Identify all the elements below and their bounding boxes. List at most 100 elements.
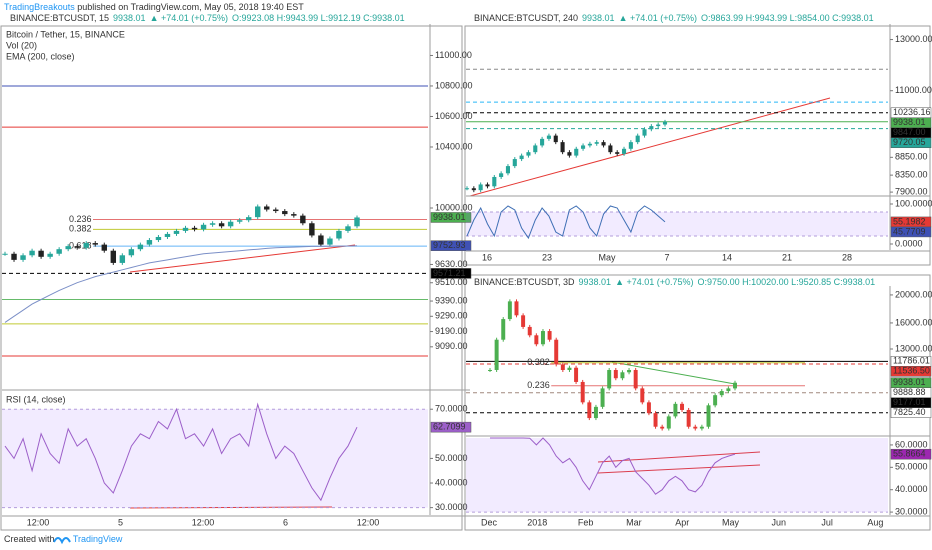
header-change: ▲ +74.01 (+0.75%) (619, 13, 697, 23)
trendline (597, 464, 761, 474)
candle (540, 138, 545, 146)
candle (673, 403, 678, 417)
x-tick-label: Feb (578, 517, 594, 527)
author[interactable]: TradingBreakouts (4, 2, 75, 12)
candle (699, 426, 704, 429)
candle (635, 135, 640, 143)
y-tick-label: 11000.00 (435, 50, 472, 60)
price-label: 9938.01 (433, 212, 466, 222)
indicator-line (490, 437, 736, 495)
y-tick-label: 9090.00 (435, 341, 468, 351)
candle (527, 326, 532, 336)
x-tick-label: 12:00 (27, 517, 50, 527)
header-symbol: BINANCE:BTCUSDT, 15 (10, 13, 109, 23)
candle (615, 152, 620, 154)
candle (608, 145, 613, 153)
candle (255, 206, 261, 218)
candle (336, 230, 342, 239)
candle (485, 184, 490, 187)
y-tick-label: 8350.00 (895, 170, 928, 180)
candle (488, 369, 492, 371)
candle (318, 235, 324, 245)
x-tick-label: 12:00 (357, 517, 380, 527)
candle (680, 403, 685, 410)
x-tick-label: Mar (626, 517, 642, 527)
panel-header: BINANCE:BTCUSDT, 15 9938.01 ▲ +74.01 (+0.7… (10, 13, 405, 23)
price-label: 9720.05 (893, 137, 926, 147)
candle (2, 253, 8, 255)
price-label-bg (430, 212, 472, 223)
candle (733, 382, 737, 389)
y-tick-label: 100.0000 (895, 198, 932, 208)
candle (593, 406, 598, 419)
candle (245, 217, 252, 221)
candle (155, 236, 162, 241)
candle (640, 388, 645, 403)
candle (534, 335, 539, 345)
candle (713, 395, 718, 406)
candle (74, 246, 80, 248)
x-tick-label: May (598, 252, 616, 262)
brand[interactable]: TradingView (73, 534, 123, 544)
price-label: 9847.00 (893, 127, 926, 137)
candle (146, 240, 153, 245)
header-last: 9938.01 (113, 13, 146, 23)
candle (567, 152, 572, 156)
price-label-bg (430, 240, 472, 251)
y-tick-label: 9290.00 (435, 311, 468, 321)
y-tick-label: 40.0000 (435, 477, 468, 487)
price-label: 45.7709 (893, 226, 926, 236)
candle (264, 206, 270, 210)
y-tick-label: 70.0000 (435, 404, 468, 414)
candle (218, 223, 225, 227)
candle (600, 388, 605, 407)
header-ohlc: O:9750.00 H:10020.00 L:9520.85 C:9938.01 (698, 277, 876, 287)
candle (137, 244, 144, 250)
candle (546, 135, 551, 139)
trendline (129, 244, 356, 273)
x-tick-label: May (722, 517, 740, 527)
candle (499, 173, 504, 177)
candle (574, 367, 579, 382)
indicator-band (2, 409, 428, 508)
candle (620, 372, 625, 379)
y-tick-label: 10400.00 (435, 141, 473, 151)
fib-label: 0.382 (69, 224, 92, 234)
candle (627, 369, 632, 373)
fib-label: 0.236 (527, 380, 550, 390)
candle (501, 319, 506, 340)
candle (282, 211, 288, 215)
candle (519, 155, 524, 160)
fib-label: 0.236 (69, 214, 92, 224)
x-tick-label: 14 (722, 252, 732, 262)
candle (119, 255, 126, 263)
price-label-bg (890, 226, 932, 238)
candle (613, 369, 618, 379)
price-label: 62.7099 (433, 422, 466, 432)
candle (540, 331, 545, 345)
indicator-line (466, 205, 666, 240)
indicator-band (466, 438, 888, 513)
y-tick-label: 9390.00 (435, 295, 468, 305)
candle (581, 145, 586, 149)
candle (628, 142, 633, 149)
x-tick-label: 16 (482, 252, 492, 262)
candle (560, 142, 565, 153)
y-tick-label: 40.0000 (895, 484, 928, 494)
candle (587, 143, 592, 146)
x-tick-label: 5 (118, 517, 123, 527)
candle (354, 217, 360, 227)
candle (507, 301, 512, 320)
price-label: 9752.93 (433, 240, 466, 250)
price-label-bg (890, 448, 932, 460)
y-tick-label: 10800.00 (435, 80, 473, 90)
x-tick-label: 28 (842, 252, 852, 262)
header-change: ▲ +74.01 (+0.75%) (615, 277, 693, 287)
candle (662, 121, 668, 125)
price-label: 10236.16 (893, 107, 931, 117)
y-tick-label: 9630.00 (435, 259, 468, 269)
x-tick-label: Jul (821, 517, 833, 527)
y-tick-label: 60.0000 (895, 439, 928, 449)
x-tick-label: 7 (664, 252, 669, 262)
candle (649, 126, 654, 130)
